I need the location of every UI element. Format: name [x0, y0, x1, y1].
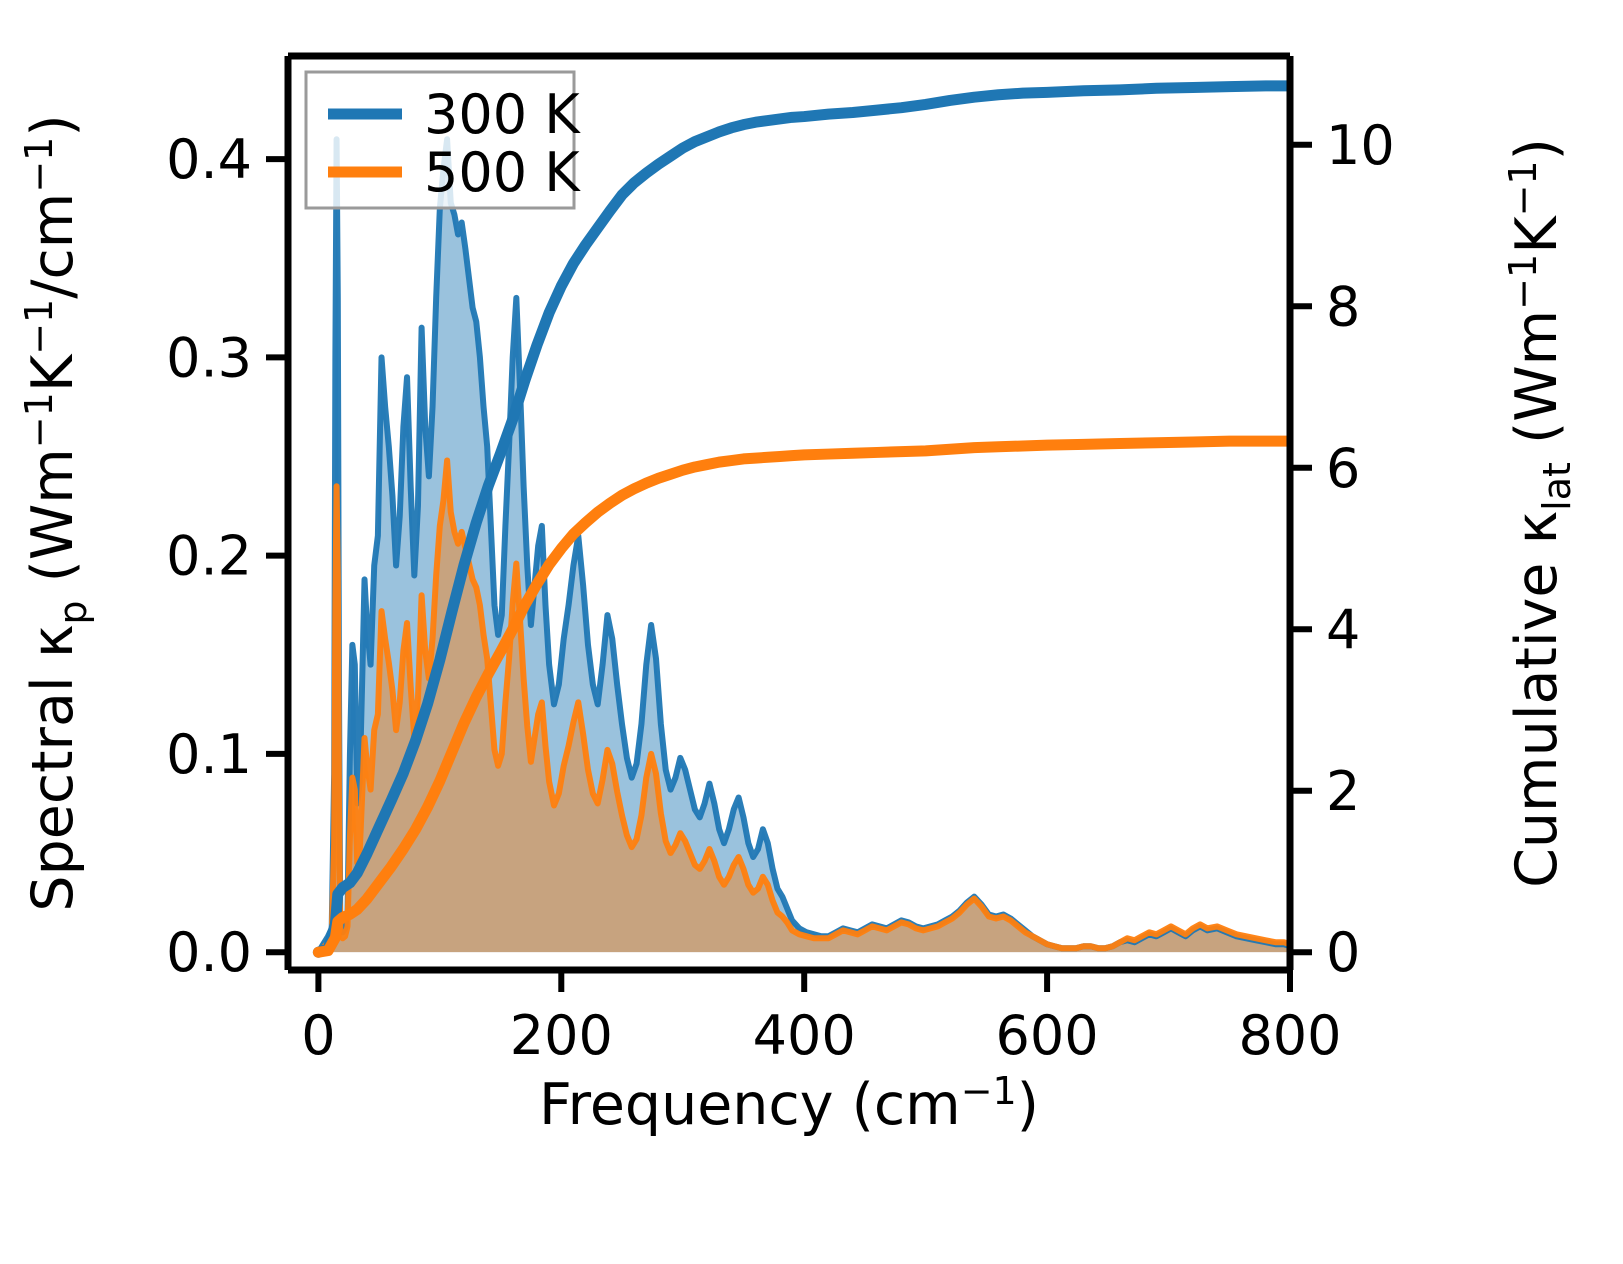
ytick-right-label: 6	[1326, 437, 1360, 500]
xtick-label: 0	[301, 1004, 335, 1067]
ytick-right-label: 2	[1326, 760, 1360, 823]
spectral-fill-500-k	[318, 460, 1290, 953]
xtick-label: 600	[996, 1004, 1099, 1067]
xtick-label: 200	[510, 1004, 613, 1067]
spectral-outline-500-k	[315, 457, 1290, 956]
cumulative-curve-500-k-cumulative	[312, 435, 1290, 958]
xtick-label: 800	[1238, 1004, 1341, 1067]
ytick-right-label: 4	[1326, 598, 1360, 661]
cumulative-curve-300-k-cumulative	[312, 80, 1290, 958]
ytick-left-label: 0.2	[166, 525, 252, 588]
ytick-left-label: 0.3	[166, 326, 252, 389]
cumulative-curves	[312, 80, 1290, 958]
ytick-left-label: 0.4	[166, 128, 252, 191]
ytick-right-label: 0	[1326, 921, 1360, 984]
y-axis-right-title: Cumulative κlat (Wm−1K−1)	[1501, 138, 1579, 888]
ytick-right-label: 8	[1326, 275, 1360, 338]
spectral-area-fills	[318, 139, 1290, 953]
axis-tick-labels: 0 200 400 600 800 0.0 0.1 0.2 0.3 0.4 0 2 4 6 8 10	[166, 114, 1395, 1067]
xtick-label: 400	[753, 1004, 856, 1067]
legend-label-500-k[interactable]: 500 K	[424, 141, 581, 204]
y-axis-left-title: Spectral κp (Wm−1K−1/cm−1)	[17, 114, 95, 911]
axis-titles: Frequency (cm−1) Spectral κp (Wm−1K−1/cm−…	[17, 114, 1579, 1138]
ytick-left-label: 0.0	[166, 921, 252, 984]
spectral-fill-300-k	[318, 139, 1290, 953]
ytick-left-label: 0.1	[166, 723, 252, 786]
axes-frame	[284, 52, 1294, 974]
axis-ticks	[266, 141, 1312, 992]
x-axis-title: Frequency (cm−1)	[539, 1069, 1039, 1138]
ytick-right-label: 10	[1326, 114, 1395, 177]
spectral-outlines	[315, 136, 1290, 956]
legend-box	[304, 70, 576, 210]
legend-label-300-k[interactable]: 300 K	[424, 83, 581, 146]
